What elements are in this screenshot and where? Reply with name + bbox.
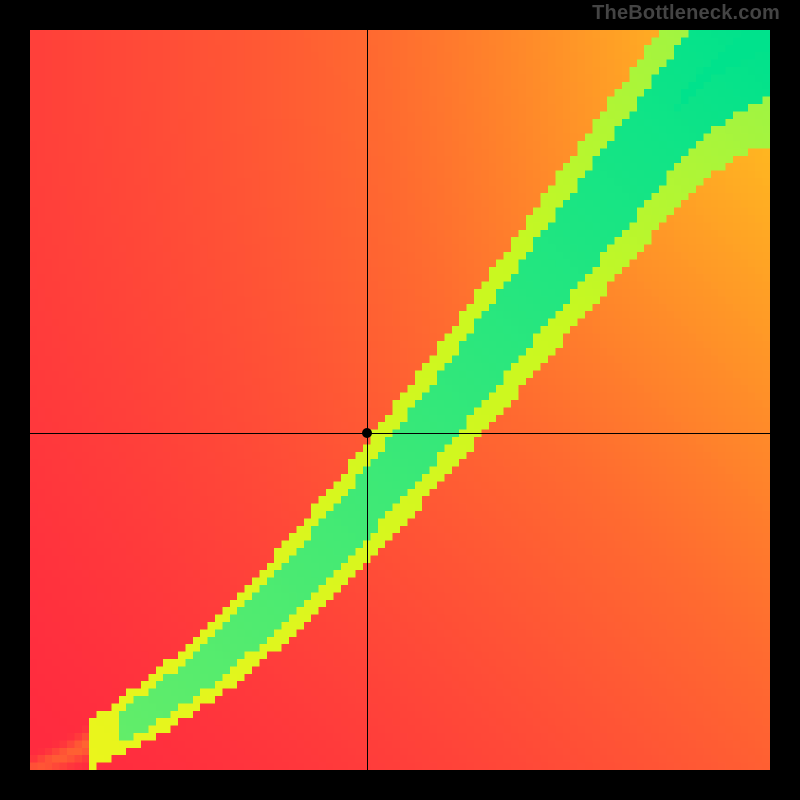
heatmap-canvas <box>30 30 770 770</box>
crosshair-vertical <box>367 30 368 770</box>
chart-container: TheBottleneck.com <box>0 0 800 800</box>
watermark-text: TheBottleneck.com <box>592 2 780 25</box>
marker-dot <box>362 428 372 438</box>
plot-area <box>30 30 770 770</box>
crosshair-horizontal <box>30 433 770 434</box>
